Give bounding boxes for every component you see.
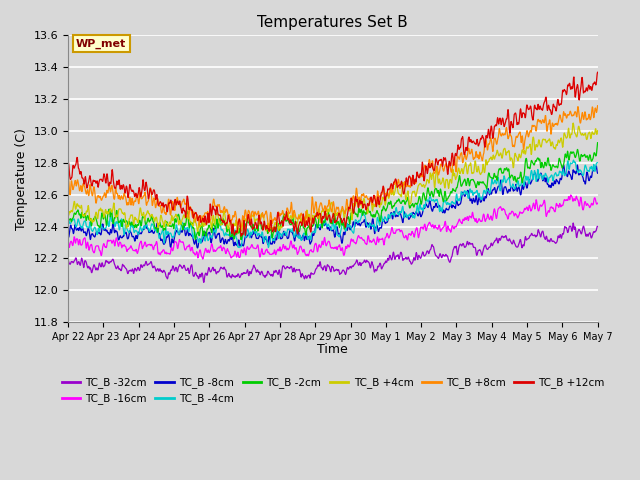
TC_B -8cm	[193, 245, 201, 251]
TC_B -4cm	[300, 230, 308, 236]
TC_B +12cm	[289, 222, 297, 228]
TC_B +4cm	[64, 212, 72, 217]
TC_B -32cm	[127, 267, 134, 273]
TC_B -8cm	[64, 234, 72, 240]
TC_B +8cm	[310, 209, 317, 215]
Title: Temperatures Set B: Temperatures Set B	[257, 15, 408, 30]
TC_B +4cm	[366, 198, 374, 204]
TC_B +8cm	[127, 201, 134, 206]
TC_B -8cm	[594, 170, 602, 176]
TC_B -2cm	[366, 209, 374, 215]
TC_B +12cm	[366, 199, 374, 204]
TC_B -8cm	[106, 231, 113, 237]
TC_B +12cm	[64, 158, 72, 164]
TC_B -2cm	[64, 219, 72, 225]
TC_B -2cm	[594, 140, 602, 145]
TC_B -16cm	[199, 256, 207, 262]
TC_B -16cm	[64, 239, 72, 244]
TC_B -4cm	[127, 222, 134, 228]
TC_B -32cm	[594, 224, 602, 229]
TC_B -8cm	[366, 221, 374, 227]
TC_B -32cm	[200, 279, 207, 285]
TC_B -2cm	[237, 237, 245, 242]
TC_B +12cm	[594, 70, 602, 75]
TC_B -16cm	[310, 248, 317, 254]
TC_B -4cm	[64, 216, 72, 221]
TC_B +8cm	[265, 229, 273, 235]
TC_B -8cm	[127, 229, 134, 235]
TC_B +8cm	[289, 213, 297, 218]
TC_B -32cm	[289, 269, 297, 275]
Line: TC_B +4cm: TC_B +4cm	[68, 123, 598, 233]
Y-axis label: Temperature (C): Temperature (C)	[15, 128, 28, 229]
TC_B +4cm	[570, 120, 577, 126]
Line: TC_B +8cm: TC_B +8cm	[68, 106, 598, 232]
TC_B -8cm	[573, 162, 581, 168]
TC_B -16cm	[106, 238, 113, 244]
TC_B +4cm	[234, 230, 241, 236]
TC_B +8cm	[366, 195, 374, 201]
TC_B -16cm	[127, 243, 134, 249]
TC_B -32cm	[310, 271, 317, 277]
TC_B -2cm	[300, 225, 308, 231]
TC_B +4cm	[289, 213, 297, 218]
TC_B +4cm	[300, 219, 308, 225]
Legend: TC_B -32cm, TC_B -16cm, TC_B -8cm, TC_B -4cm, TC_B -2cm, TC_B +4cm, TC_B +8cm, T: TC_B -32cm, TC_B -16cm, TC_B -8cm, TC_B …	[58, 373, 608, 408]
TC_B +8cm	[64, 175, 72, 181]
TC_B +4cm	[106, 209, 113, 215]
TC_B -8cm	[310, 233, 317, 239]
TC_B +8cm	[300, 216, 308, 222]
Line: TC_B -16cm: TC_B -16cm	[68, 195, 598, 259]
Line: TC_B -32cm: TC_B -32cm	[68, 223, 598, 282]
TC_B +12cm	[127, 185, 134, 191]
Text: WP_met: WP_met	[76, 39, 126, 49]
TC_B +12cm	[237, 233, 245, 239]
TC_B -8cm	[289, 232, 297, 238]
TC_B +12cm	[310, 221, 317, 227]
TC_B -4cm	[289, 228, 297, 233]
TC_B +4cm	[310, 217, 317, 223]
TC_B -32cm	[570, 220, 577, 226]
TC_B -32cm	[64, 257, 72, 263]
TC_B -2cm	[127, 222, 134, 228]
TC_B +12cm	[300, 218, 308, 224]
TC_B -32cm	[106, 261, 113, 266]
TC_B -2cm	[289, 216, 297, 222]
TC_B +4cm	[594, 128, 602, 133]
TC_B -4cm	[310, 229, 317, 235]
TC_B -4cm	[570, 157, 577, 163]
TC_B -16cm	[289, 244, 297, 250]
TC_B +12cm	[106, 182, 113, 188]
TC_B +4cm	[127, 212, 134, 218]
TC_B -16cm	[594, 200, 602, 206]
X-axis label: Time: Time	[317, 343, 348, 356]
TC_B -8cm	[300, 236, 308, 242]
Line: TC_B -4cm: TC_B -4cm	[68, 160, 598, 248]
TC_B -4cm	[106, 223, 113, 228]
TC_B +8cm	[106, 181, 113, 187]
TC_B -16cm	[300, 247, 308, 252]
Line: TC_B -8cm: TC_B -8cm	[68, 165, 598, 248]
TC_B -4cm	[366, 220, 374, 226]
TC_B -4cm	[236, 245, 243, 251]
Line: TC_B +12cm: TC_B +12cm	[68, 72, 598, 236]
TC_B -2cm	[310, 222, 317, 228]
TC_B -2cm	[106, 206, 113, 212]
TC_B -16cm	[366, 239, 374, 245]
TC_B -16cm	[567, 192, 575, 198]
TC_B -32cm	[300, 275, 308, 281]
TC_B +8cm	[594, 103, 602, 108]
TC_B -4cm	[594, 160, 602, 166]
Line: TC_B -2cm: TC_B -2cm	[68, 143, 598, 240]
TC_B -32cm	[366, 263, 374, 268]
